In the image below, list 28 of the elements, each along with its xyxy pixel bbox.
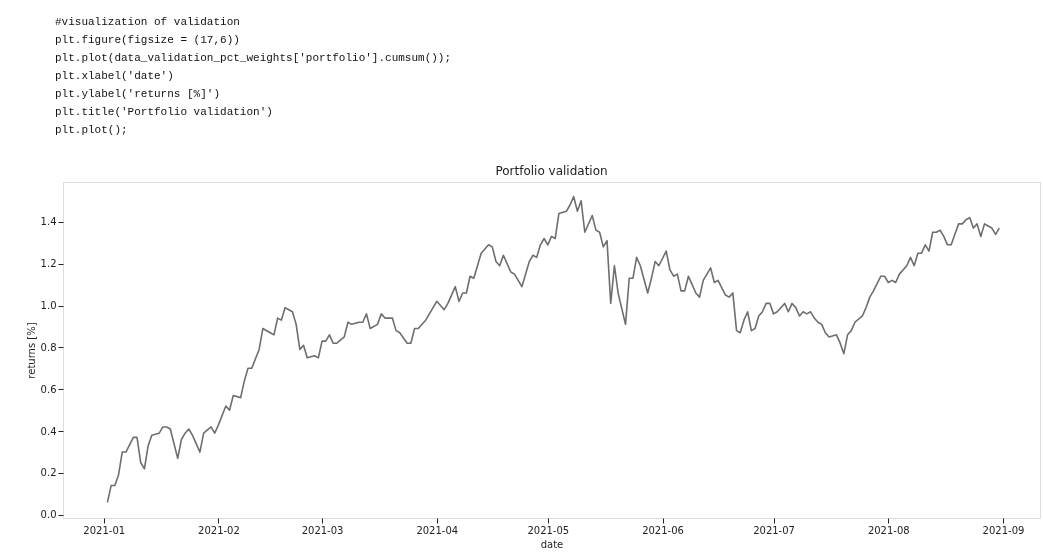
y-tick-label: 1.0 [40, 300, 57, 312]
chart-title: Portfolio validation [495, 164, 608, 178]
x-tick-label: 2021-07 [753, 524, 795, 536]
x-axis-title: date [540, 538, 564, 550]
text: plt.xlabel('date') [55, 70, 174, 82]
text: plt.figure(figsize = (17,6)) [55, 34, 240, 46]
x-tick-label: 2021-06 [642, 524, 684, 536]
y-tick-label: 0.8 [40, 341, 57, 353]
y-tick-label: 0.0 [40, 509, 57, 521]
y-tick-label: 1.4 [40, 216, 57, 228]
y-tick-label: 0.4 [40, 425, 57, 437]
x-tick-label: 2021-09 [982, 524, 1025, 536]
x-tick-label: 2021-03 [301, 524, 344, 536]
x-tick-label: 2021-02 [198, 524, 240, 536]
text: plt.ylabel('returns [%]') [55, 88, 221, 100]
y-tick-label: 0.2 [40, 467, 57, 479]
y-axis-title: returns [%] [25, 322, 37, 379]
x-tick-label: 2021-04 [416, 524, 459, 536]
x-tick-label: 2021-08 [867, 524, 910, 536]
text: plt.plot(data_validation_pct_weights['portfolio'].cumsum()); [55, 52, 452, 64]
x-tick-label: 2021-05 [527, 524, 570, 536]
x-tick-label: 2021-01 [83, 524, 126, 536]
y-tick-label: 1.2 [40, 258, 57, 270]
y-tick-label: 0.6 [40, 383, 57, 395]
line-series [106, 195, 1001, 504]
text: plt.plot(); [55, 124, 128, 136]
text: plt.title('Portfolio validation') [55, 106, 273, 118]
text: #visualization of validation [55, 16, 240, 28]
